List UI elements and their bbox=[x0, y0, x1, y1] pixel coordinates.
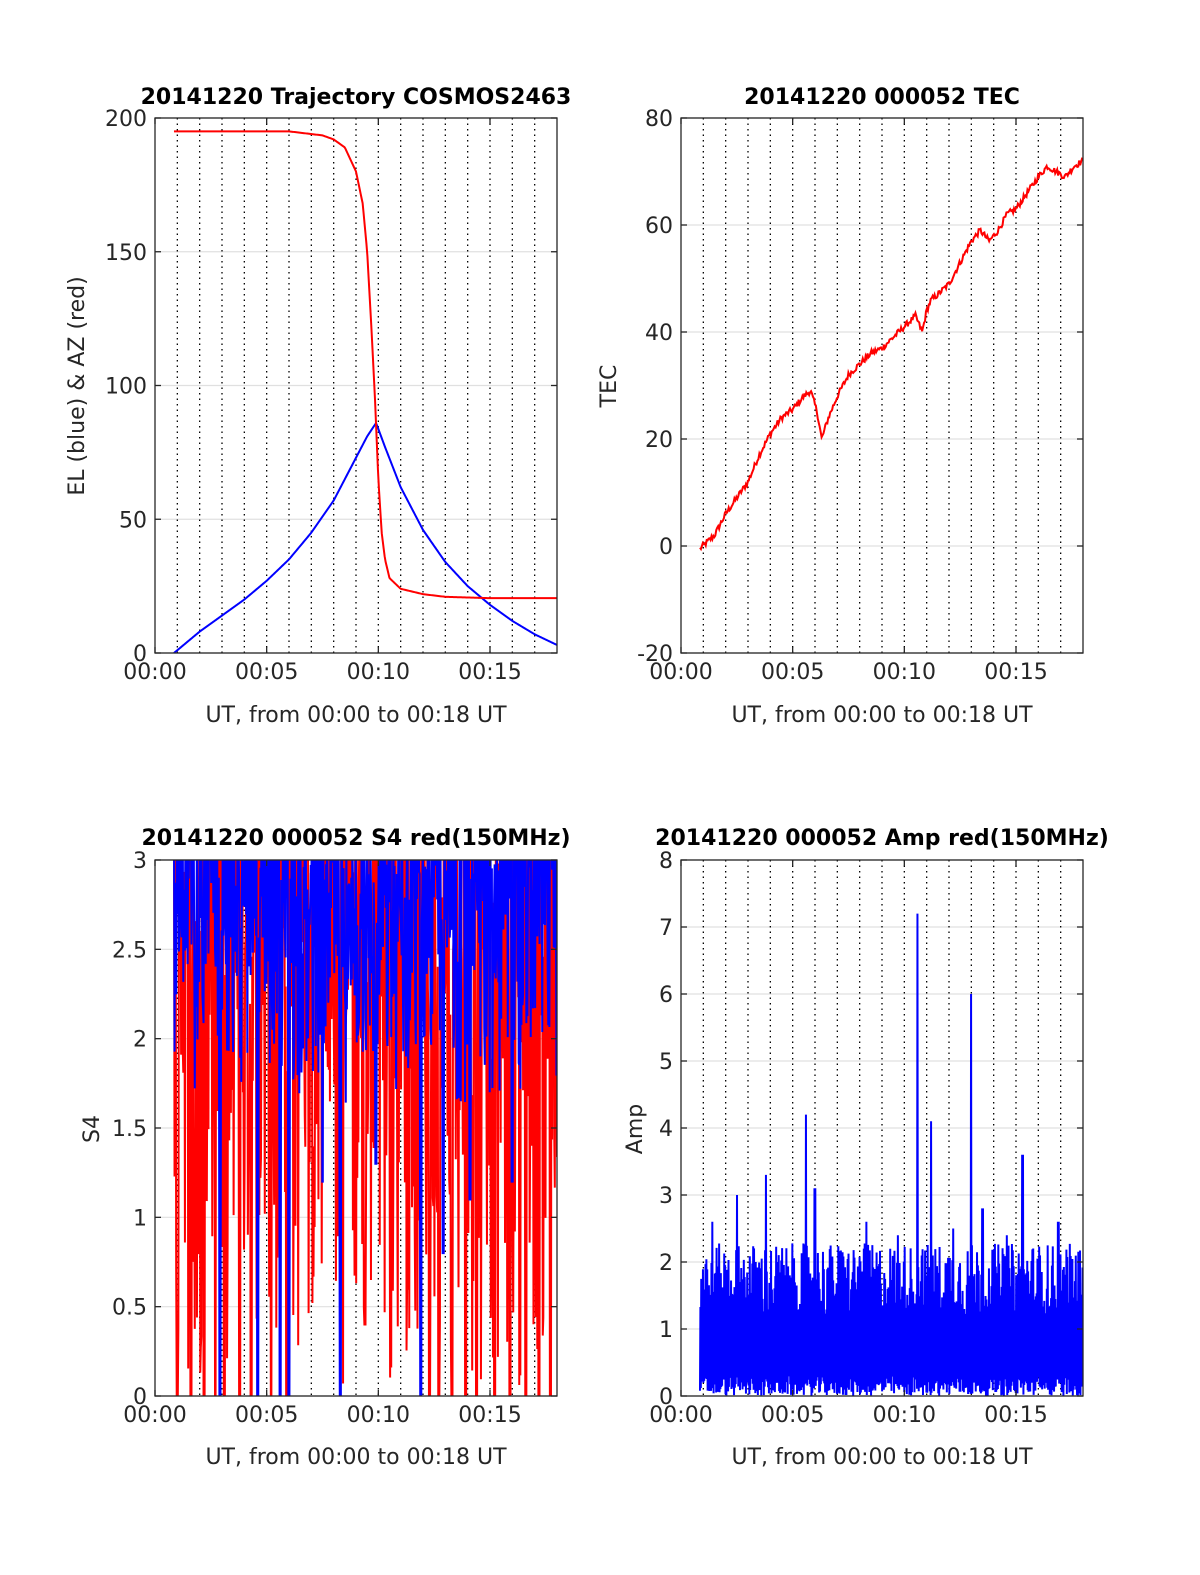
chart-title: 20141220 000052 Amp red(150MHz) bbox=[655, 826, 1109, 851]
series-line bbox=[173, 130, 557, 600]
chart-amp: 20141220 000052 Amp red(150MHz) UT, from… bbox=[623, 826, 1109, 1470]
series-line bbox=[173, 420, 557, 653]
y-tick-label: 1.5 bbox=[112, 1117, 147, 1142]
y-tick-label: 60 bbox=[645, 214, 673, 239]
x-tick-label: 00:05 bbox=[235, 660, 298, 685]
x-tick-label: 00:10 bbox=[873, 660, 936, 685]
y-tick-label: 8 bbox=[659, 849, 673, 874]
x-tick-label: 00:15 bbox=[984, 660, 1047, 685]
y-axis-label: TEC bbox=[597, 365, 622, 409]
y-tick-label: 3 bbox=[133, 849, 147, 874]
y-tick-label: 0.5 bbox=[112, 1296, 147, 1321]
y-axis-label: EL (blue) & AZ (red) bbox=[65, 276, 90, 495]
y-tick-label: 2.5 bbox=[112, 938, 147, 963]
plot-content bbox=[173, 130, 557, 653]
x-tick-label: 00:00 bbox=[123, 1403, 186, 1428]
chart-s4: 20141220 000052 S4 red(150MHz) UT, from … bbox=[80, 826, 571, 1470]
series-line bbox=[699, 157, 1083, 552]
y-tick-label: 0 bbox=[659, 535, 673, 560]
x-axis-label: UT, from 00:00 to 00:18 UT bbox=[205, 1445, 507, 1470]
x-tick-label: 00:15 bbox=[458, 1403, 521, 1428]
x-tick-label: 00:15 bbox=[458, 660, 521, 685]
y-tick-label: 40 bbox=[645, 321, 673, 346]
y-tick-label: 5 bbox=[659, 1050, 673, 1075]
x-axis-label: UT, from 00:00 to 00:18 UT bbox=[731, 703, 1033, 728]
y-tick-label: 6 bbox=[659, 983, 673, 1008]
x-tick-label: 00:00 bbox=[649, 1403, 712, 1428]
y-tick-label: 80 bbox=[645, 107, 673, 132]
x-tick-label: 00:00 bbox=[649, 660, 712, 685]
x-tick-label: 00:10 bbox=[347, 660, 410, 685]
y-tick-label: 20 bbox=[645, 428, 673, 453]
chart-trajectory: 20141220 Trajectory COSMOS2463 UT, from … bbox=[65, 85, 571, 728]
series-line bbox=[698, 913, 1083, 1396]
y-tick-label: 150 bbox=[105, 241, 147, 266]
x-tick-label: 00:10 bbox=[347, 1403, 410, 1428]
x-tick-label: 00:00 bbox=[123, 660, 186, 685]
y-tick-label: 2 bbox=[659, 1251, 673, 1276]
y-tick-label: 7 bbox=[659, 916, 673, 941]
x-tick-label: 00:05 bbox=[761, 660, 824, 685]
axes-box bbox=[680, 117, 1084, 654]
chart-title: 20141220 000052 S4 red(150MHz) bbox=[141, 826, 570, 851]
y-tick-label: 1 bbox=[659, 1318, 673, 1343]
plot-content bbox=[699, 157, 1083, 552]
x-axis-label: UT, from 00:00 to 00:18 UT bbox=[205, 703, 507, 728]
y-tick-label: 3 bbox=[659, 1184, 673, 1209]
x-tick-label: 00:05 bbox=[761, 1403, 824, 1428]
x-tick-label: 00:15 bbox=[984, 1403, 1047, 1428]
chart-title: 20141220 Trajectory COSMOS2463 bbox=[141, 85, 572, 110]
x-tick-label: 00:05 bbox=[235, 1403, 298, 1428]
chart-tec: 20141220 000052 TEC UT, from 00:00 to 00… bbox=[597, 85, 1084, 728]
x-tick-label: 00:10 bbox=[873, 1403, 936, 1428]
y-tick-label: 4 bbox=[659, 1117, 673, 1142]
y-tick-label: 1 bbox=[133, 1206, 147, 1231]
y-axis-label: Amp bbox=[623, 1104, 648, 1154]
y-tick-label: 50 bbox=[119, 508, 147, 533]
y-tick-label: 2 bbox=[133, 1028, 147, 1053]
series-line bbox=[173, 860, 557, 1396]
y-tick-label: 200 bbox=[105, 107, 147, 132]
y-tick-label: 0 bbox=[133, 1385, 147, 1410]
y-axis-label: S4 bbox=[80, 1115, 105, 1143]
plot-content bbox=[698, 913, 1083, 1396]
y-tick-label: -20 bbox=[637, 642, 673, 667]
plot-content bbox=[173, 860, 557, 1396]
y-tick-label: 100 bbox=[105, 375, 147, 400]
y-tick-label: 0 bbox=[659, 1385, 673, 1410]
y-tick-label: 0 bbox=[133, 642, 147, 667]
x-axis-label: UT, from 00:00 to 00:18 UT bbox=[731, 1445, 1033, 1470]
chart-title: 20141220 000052 TEC bbox=[744, 85, 1020, 110]
